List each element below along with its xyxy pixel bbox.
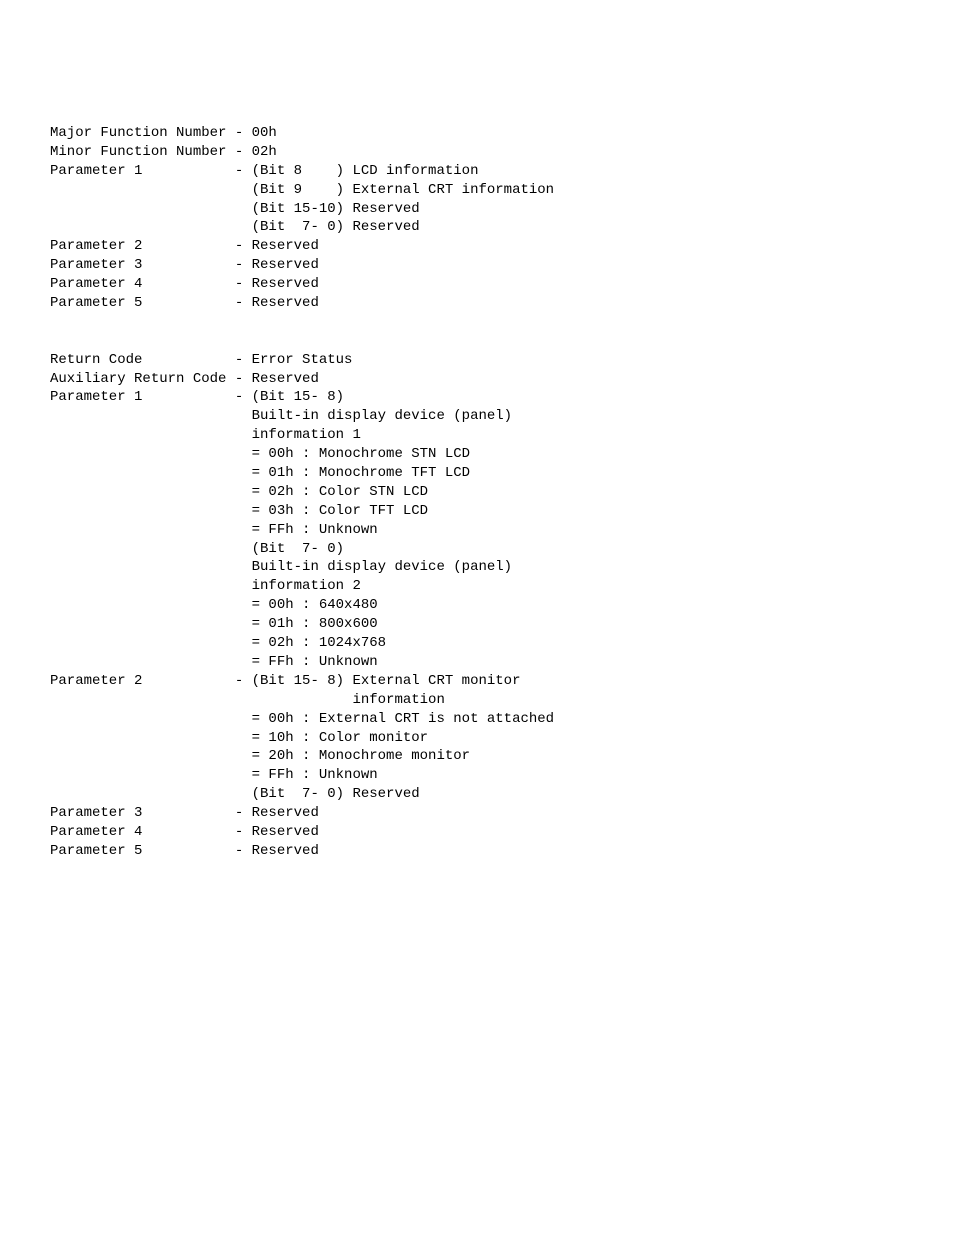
- text-line: = FFh : Unknown: [50, 767, 378, 783]
- text-line: Parameter 5 - Reserved: [50, 843, 319, 859]
- text-line: = 00h : 640x480: [50, 597, 378, 613]
- text-line: = 01h : 800x600: [50, 616, 378, 632]
- text-line: = 03h : Color TFT LCD: [50, 503, 428, 519]
- text-line: = 02h : 1024x768: [50, 635, 386, 651]
- text-line: Parameter 3 - Reserved: [50, 805, 319, 821]
- text-line: Parameter 2 - (Bit 15- 8) External CRT m…: [50, 673, 520, 689]
- text-line: = 20h : Monochrome monitor: [50, 748, 470, 764]
- text-line: Parameter 5 - Reserved: [50, 295, 319, 311]
- text-line: (Bit 7- 0) Reserved: [50, 219, 420, 235]
- text-line: Parameter 2 - Reserved: [50, 238, 319, 254]
- text-line: = 00h : Monochrome STN LCD: [50, 446, 470, 462]
- text-line: (Bit 7- 0): [50, 541, 344, 557]
- text-line: Return Code - Error Status: [50, 352, 352, 368]
- text-line: Parameter 1 - (Bit 15- 8): [50, 389, 344, 405]
- text-line: Built-in display device (panel): [50, 559, 512, 575]
- text-line: Parameter 1 - (Bit 8 ) LCD information: [50, 163, 478, 179]
- text-line: information: [50, 692, 445, 708]
- text-line: (Bit 7- 0) Reserved: [50, 786, 420, 802]
- text-line: information 2: [50, 578, 361, 594]
- text-line: Major Function Number - 00h: [50, 125, 277, 141]
- technical-spec-text: Major Function Number - 00h Minor Functi…: [50, 124, 904, 861]
- text-line: (Bit 15-10) Reserved: [50, 201, 420, 217]
- text-line: Minor Function Number - 02h: [50, 144, 277, 160]
- text-line: = FFh : Unknown: [50, 654, 378, 670]
- text-line: Built-in display device (panel): [50, 408, 512, 424]
- text-line: = 00h : External CRT is not attached: [50, 711, 554, 727]
- text-line: = FFh : Unknown: [50, 522, 378, 538]
- text-line: Auxiliary Return Code - Reserved: [50, 371, 319, 387]
- text-line: information 1: [50, 427, 361, 443]
- text-line: Parameter 4 - Reserved: [50, 824, 319, 840]
- text-line: = 01h : Monochrome TFT LCD: [50, 465, 470, 481]
- text-line: Parameter 3 - Reserved: [50, 257, 319, 273]
- text-line: = 02h : Color STN LCD: [50, 484, 428, 500]
- text-line: Parameter 4 - Reserved: [50, 276, 319, 292]
- text-line: = 10h : Color monitor: [50, 730, 428, 746]
- text-line: (Bit 9 ) External CRT information: [50, 182, 554, 198]
